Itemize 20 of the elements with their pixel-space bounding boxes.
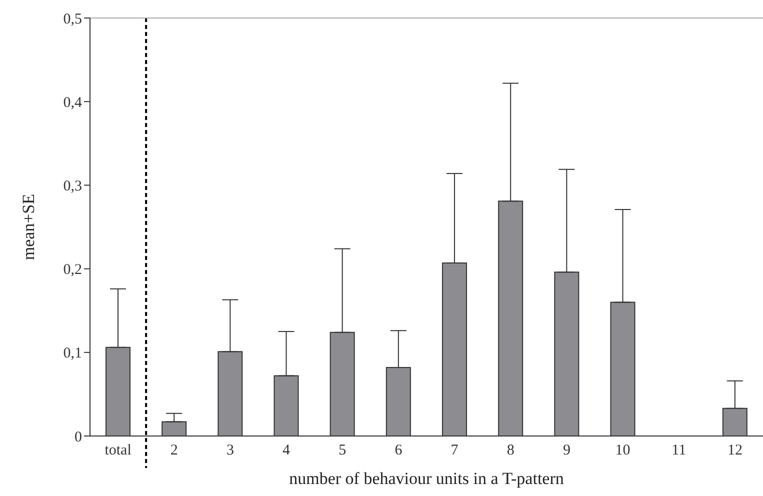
x-tick-label: 10 [615,442,630,459]
y-tick-label: 0 [74,429,82,446]
x-axis-title: number of behaviour units in a T-pattern [289,469,564,488]
x-tick-label: 4 [282,442,291,459]
x-tick-label: 11 [672,442,686,459]
x-tick-label: 6 [394,442,403,459]
x-tick-label: 3 [226,442,234,459]
y-tick-label: 0,2 [63,262,82,278]
x-tick-label: 8 [506,442,514,459]
x-tick-label: 2 [170,442,178,459]
y-tick-label: 0,4 [63,94,82,111]
y-axis-title: mean+SE [19,194,38,260]
y-tick-label: 0,3 [63,178,82,195]
x-tick-label: 9 [562,442,570,459]
x-tick-label: 7 [450,442,459,459]
y-tick-label: 0,5 [63,11,82,28]
x-tick-label: 5 [338,442,346,459]
x-tick-label: 12 [727,442,742,459]
y-tick-label: 0,1 [63,346,82,362]
x-tick-label: total [104,442,132,459]
